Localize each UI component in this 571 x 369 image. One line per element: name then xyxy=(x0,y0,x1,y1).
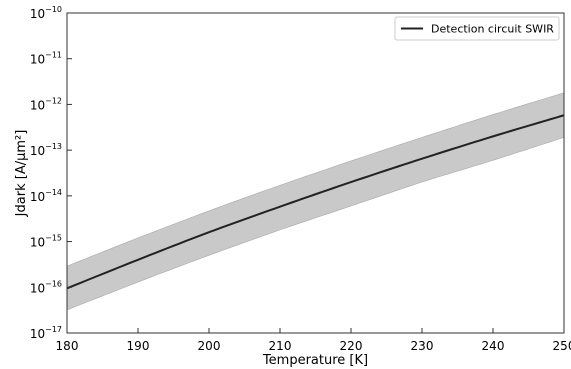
x-tick-label: 230 xyxy=(411,339,434,353)
y-tick-label: 10−14 xyxy=(30,188,62,204)
x-axis: 180 190 200 210 220 230 240 250 xyxy=(56,328,571,353)
y-tick-label: 10−13 xyxy=(30,142,62,158)
y-tick-label: 10−11 xyxy=(30,51,62,67)
x-tick-label: 240 xyxy=(482,339,505,353)
legend-label: Detection circuit SWIR xyxy=(431,23,554,36)
x-tick-label: 220 xyxy=(340,339,363,353)
y-tick-label: 10−17 xyxy=(30,325,62,341)
y-axis: 10−17 10−16 10−15 10−14 10−13 10−12 10−11 10−10 xyxy=(30,5,72,341)
y-tick-label: 10−12 xyxy=(30,96,62,112)
y-tick-label: 10−16 xyxy=(30,279,62,295)
y-tick-label: 10−15 xyxy=(30,234,62,250)
y-axis-label: Jdark [A/μm²] xyxy=(14,130,29,218)
x-tick-label: 200 xyxy=(198,339,221,353)
x-tick-label: 190 xyxy=(127,339,150,353)
x-tick-label: 250 xyxy=(553,339,571,353)
legend-box xyxy=(394,16,560,41)
plot-area-frame xyxy=(66,12,565,334)
legend: Detection circuit SWIR xyxy=(394,16,560,41)
series-line-detection-circuit-swir xyxy=(66,114,565,290)
x-tick-label: 180 xyxy=(56,339,79,353)
y-tick-label: 10−10 xyxy=(30,5,62,21)
x-axis-label: Temperature [K] xyxy=(262,353,368,368)
x-tick-label: 210 xyxy=(269,339,292,353)
